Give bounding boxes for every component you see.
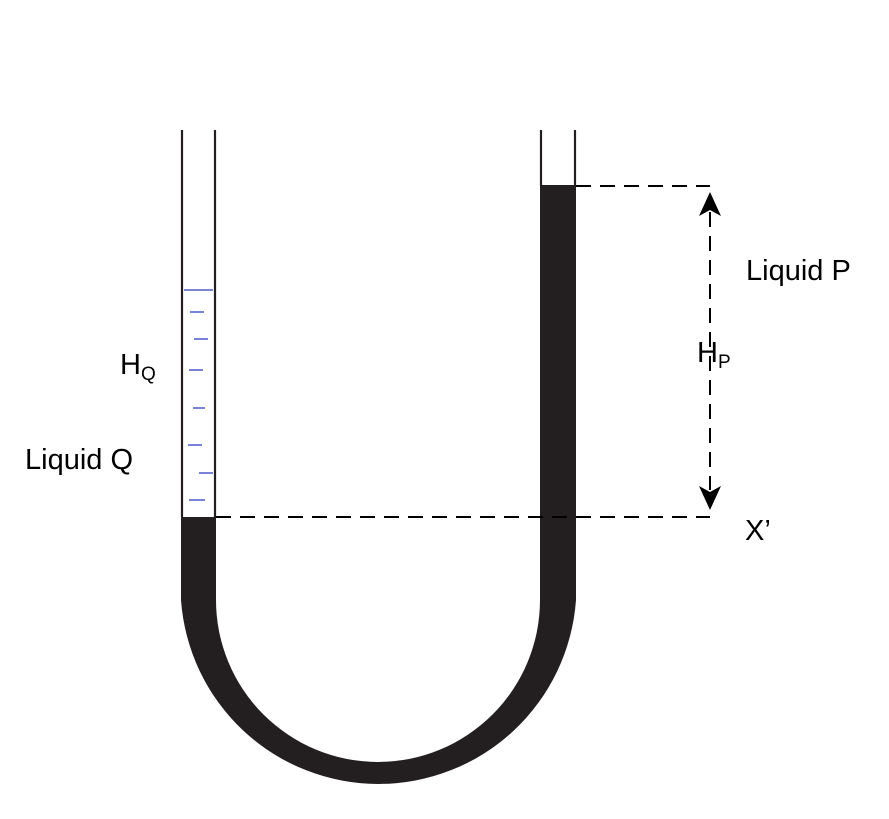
hq-label: HQ: [120, 349, 156, 385]
hp-arrow-down-icon: [699, 486, 721, 510]
hq-label-main: H: [120, 349, 141, 381]
x-prime-label: X’: [745, 515, 771, 547]
liquid-q-label: Liquid Q: [25, 444, 133, 476]
liquid-p-fill: [181, 185, 576, 784]
hp-label: HP: [697, 337, 731, 373]
liquid-q-marks: [184, 289, 213, 501]
liquid-p-label: Liquid P: [746, 255, 851, 287]
hq-label-sub: Q: [141, 364, 156, 385]
hp-label-main: H: [697, 337, 718, 369]
hp-label-sub: P: [718, 352, 731, 373]
hp-arrow-up-icon: [699, 192, 721, 216]
